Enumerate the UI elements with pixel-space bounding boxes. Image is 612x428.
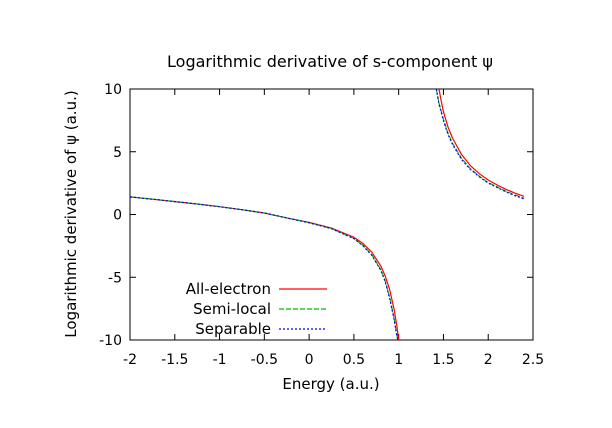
series-line-semi-local (129, 88, 525, 341)
chart-title: Logarithmic derivative of s-component ψ (167, 52, 493, 71)
x-tick-label: 1.5 (432, 352, 454, 368)
legend-label: Separable (195, 320, 271, 338)
legend-label: Semi-local (193, 300, 271, 318)
y-axis-label: Logarithmic derivative of ψ (a.u.) (62, 90, 80, 337)
x-tick-label: 0.5 (343, 352, 365, 368)
x-tick-label: -1 (213, 352, 227, 368)
x-tick-label: 2.5 (522, 352, 544, 368)
series-line-all-electron (129, 88, 525, 341)
y-tick-label: -5 (108, 270, 122, 286)
legend: All-electron Semi-local Separable (186, 280, 327, 338)
x-tick-label: 2 (484, 352, 493, 368)
y-tick-label: -10 (99, 333, 122, 349)
plot-frame (129, 88, 534, 341)
x-tick-label: -2 (123, 352, 137, 368)
series-layer (129, 88, 525, 341)
y-tick-label: 0 (113, 208, 122, 224)
legend-label: All-electron (186, 280, 271, 298)
x-tick-label: -1.5 (161, 352, 188, 368)
series-line-separable (129, 88, 525, 341)
x-tick-label: 1 (394, 352, 403, 368)
y-tick-label: 10 (104, 82, 122, 98)
y-tick-label: 5 (113, 145, 122, 161)
axis-ticks: -2 -1.5 -1 -0.5 0 0.5 1 1.5 2 2.5 -10 -5 0 5 10 (99, 82, 544, 368)
x-tick-label: -0.5 (251, 352, 278, 368)
x-tick-label: 0 (305, 352, 314, 368)
x-axis-label: Energy (a.u.) (282, 375, 379, 393)
